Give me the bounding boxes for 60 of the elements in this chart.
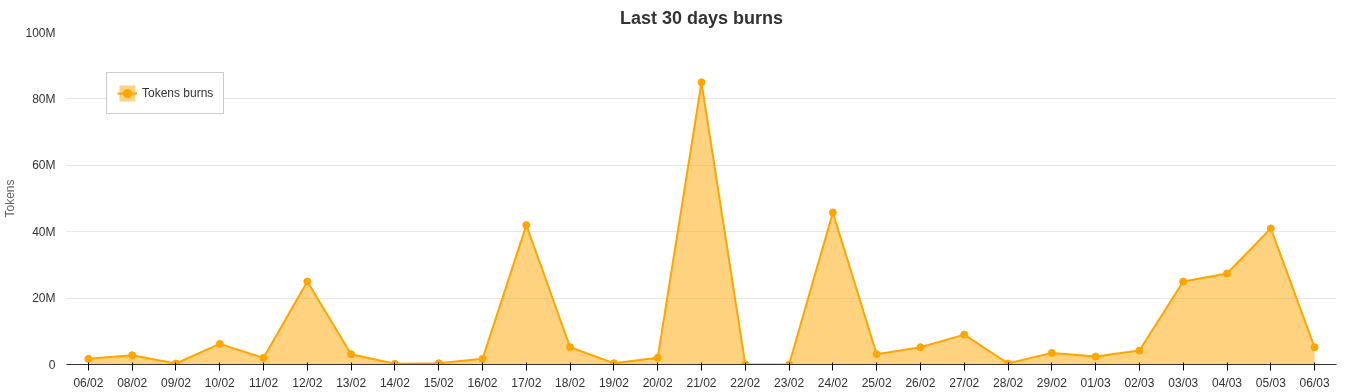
y-tick-label: 0 — [48, 357, 56, 372]
x-tick-label: 01/03 — [1080, 375, 1111, 390]
x-tick-label: 05/03 — [1255, 375, 1287, 390]
y-axis-title: Tokens — [3, 179, 18, 218]
point — [1179, 277, 1188, 286]
point — [522, 221, 531, 230]
x-tick-label: 08/02 — [117, 375, 148, 390]
x-tick-label: 22/02 — [730, 375, 761, 390]
x-tick-label: 11/02 — [249, 375, 279, 390]
x-tick-label: 02/03 — [1124, 375, 1155, 390]
point — [1135, 346, 1144, 355]
y-tick-label: 60M — [32, 158, 56, 173]
x-tick-label: 13/02 — [336, 375, 367, 390]
x-tick-label: 16/02 — [467, 375, 498, 390]
x-tick-label: 04/03 — [1212, 375, 1243, 390]
x-tick-label: 19/02 — [598, 375, 630, 390]
x-tick-label: 21/02 — [686, 375, 717, 390]
point — [872, 350, 881, 359]
y-tick-label: 100M — [25, 25, 56, 40]
point — [303, 277, 312, 286]
point — [128, 351, 137, 360]
point — [1266, 224, 1275, 233]
x-tick-label: 12/02 — [292, 375, 323, 390]
point — [215, 339, 224, 348]
x-tick-label: 09/02 — [160, 375, 192, 390]
point — [1091, 352, 1100, 361]
x-tick-label: 27/02 — [949, 375, 980, 390]
y-tick-label: 40M — [32, 224, 56, 239]
x-tick-label: 18/02 — [555, 375, 586, 390]
y-tick-label: 80M — [32, 91, 56, 106]
point — [1223, 269, 1232, 278]
x-tick-label: 15/02 — [423, 375, 455, 390]
x-tick-label: 28/02 — [993, 375, 1024, 390]
chart-title: Last 30 days burns — [619, 7, 784, 28]
point — [653, 353, 662, 362]
x-tick-label: 25/02 — [861, 375, 893, 390]
x-tick-label: 06/03 — [1299, 375, 1330, 390]
x-tick-label: 20/02 — [642, 375, 674, 390]
x-tick-label: 24/02 — [817, 375, 849, 390]
point — [828, 208, 837, 217]
x-tick-label: 29/02 — [1036, 375, 1068, 390]
legend-label: Tokens burns — [142, 86, 214, 100]
x-tick-label: 26/02 — [905, 375, 936, 390]
y-tick-label: 20M — [32, 291, 56, 306]
point — [916, 343, 925, 352]
x-tick-label: 03/03 — [1168, 375, 1199, 390]
x-tick-label: 17/02 — [511, 375, 542, 390]
x-tick-label: 14/02 — [379, 375, 411, 390]
x-tick-label: 23/02 — [774, 375, 805, 390]
x-tick-label: 06/02 — [73, 375, 104, 390]
point — [84, 354, 93, 363]
point — [1047, 348, 1056, 357]
point — [566, 343, 575, 352]
x-tick-label: 10/02 — [204, 375, 236, 390]
point — [347, 350, 356, 359]
point — [478, 354, 487, 363]
point — [259, 353, 268, 362]
point — [960, 330, 969, 339]
point — [697, 78, 706, 87]
point — [1310, 343, 1319, 352]
